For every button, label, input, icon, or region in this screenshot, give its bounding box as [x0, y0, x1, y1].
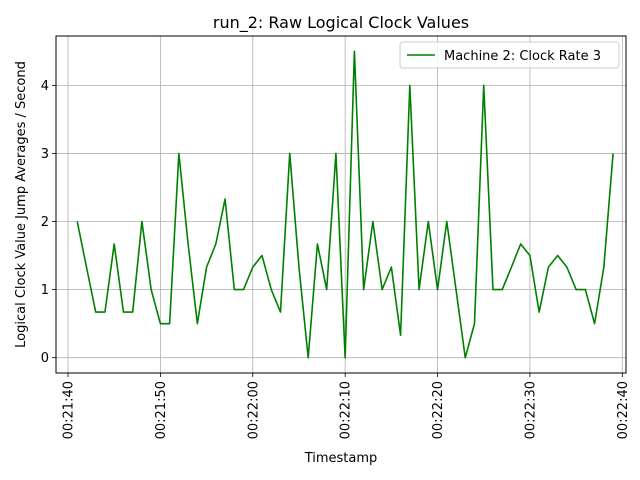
grid — [56, 36, 626, 373]
y-axis-title: Logical Clock Value Jump Averages / Seco… — [14, 61, 29, 348]
y-axis: 0 1 2 3 4 — [41, 79, 56, 366]
y-tick-label: 3 — [41, 147, 49, 162]
y-tick-label: 2 — [41, 215, 49, 230]
plot-area-frame — [55, 35, 627, 374]
x-tick-label: 00:21:50 — [154, 381, 169, 439]
legend-box — [399, 41, 620, 69]
x-tick-label: 00:22:40 — [616, 381, 631, 439]
y-tick-label: 4 — [41, 79, 49, 94]
x-tick-label: 00:22:20 — [431, 381, 446, 439]
x-tick-label: 00:22:00 — [246, 381, 261, 439]
x-tick-label: 00:22:30 — [523, 381, 538, 439]
x-axis-title: Timestamp — [304, 451, 378, 466]
series-line — [76, 50, 614, 359]
legend: Machine 2: Clock Rate 3 — [399, 41, 620, 69]
series-layer — [76, 50, 614, 359]
x-tick-label: 00:22:10 — [339, 381, 354, 439]
x-tick-label: 00:21:40 — [62, 381, 77, 439]
legend-label: Machine 2: Clock Rate 3 — [444, 49, 601, 64]
y-tick-label: 1 — [41, 283, 49, 298]
y-tick-label: 0 — [41, 351, 49, 366]
chart-title: run_2: Raw Logical Clock Values — [213, 13, 469, 33]
x-axis: 00:21:40 00:21:50 00:22:00 00:22:10 00:22:20… — [62, 373, 631, 439]
